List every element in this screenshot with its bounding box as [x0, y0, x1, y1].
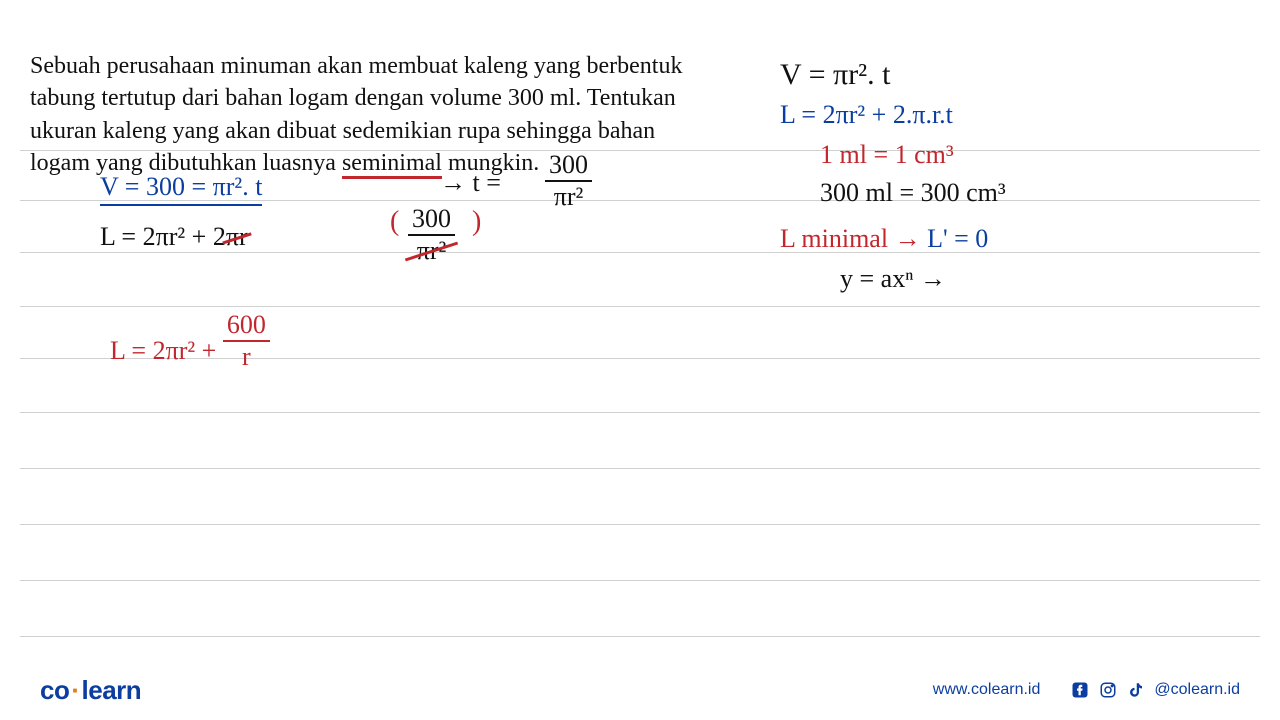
- frac-l-num: 300: [408, 206, 455, 236]
- hw-frac-t: 300 πr²: [545, 152, 592, 210]
- hw-l-eq-a: L = 2πr² + 2: [100, 222, 226, 251]
- problem-line2: tabung tertutup dari bahan logam dengan …: [30, 85, 676, 111]
- hw-l-strike1: πr: [226, 222, 248, 251]
- hw-unit1: 1 ml = 1 cm³: [820, 140, 954, 170]
- brand-dot: ·: [69, 675, 81, 705]
- problem-underlined: seminimal: [342, 150, 442, 179]
- frac-final-den: r: [223, 342, 270, 370]
- brand-b: learn: [82, 675, 142, 705]
- frac-l-den: πr²: [408, 236, 455, 264]
- problem-line3: ukuran kaleng yang akan dibuat sedemikia…: [30, 118, 655, 144]
- footer: co·learn www.colearn.id @colearn.id: [0, 660, 1280, 720]
- facebook-icon: [1070, 680, 1090, 700]
- hw-paren-open: (: [390, 206, 399, 238]
- hw-l-final-text: L = 2πr² +: [110, 336, 223, 365]
- hw-v-formula: V = πr². t: [780, 58, 891, 92]
- tiktok-icon: [1126, 680, 1146, 700]
- brand-logo: co·learn: [40, 675, 141, 706]
- frac-t-den: πr²: [545, 182, 592, 210]
- hw-frac-l: 300 πr²: [408, 206, 455, 264]
- problem-line1: Sebuah perusahaan minuman akan membuat k…: [30, 53, 682, 79]
- hw-l-final: L = 2πr² + 600 r: [110, 312, 270, 370]
- instagram-icon: [1098, 680, 1118, 700]
- footer-url: www.colearn.id: [933, 681, 1041, 699]
- footer-handle: @colearn.id: [1154, 681, 1240, 699]
- social-group: @colearn.id: [1070, 680, 1240, 700]
- hw-arrow-t: → t =: [440, 168, 501, 198]
- hw-paren-close: ): [472, 206, 481, 238]
- hw-lmin: L minimal → L' = 0: [780, 224, 988, 254]
- brand-a: co: [40, 675, 69, 705]
- frac-final-num: 600: [223, 312, 270, 342]
- hw-l-formula: L = 2πr² + 2.π.r.t: [780, 100, 953, 130]
- frac-t-num: 300: [545, 152, 592, 182]
- hw-lmin-b: L' = 0: [927, 224, 988, 253]
- hw-lmin-a: L minimal →: [780, 224, 927, 253]
- hw-y-rule: y = axⁿ →: [840, 264, 946, 294]
- hw-l-eq: L = 2πr² + 2πr: [100, 222, 248, 252]
- hw-unit2: 300 ml = 300 cm³: [820, 178, 1006, 208]
- hw-v-eq: V = 300 = πr². t: [100, 172, 262, 206]
